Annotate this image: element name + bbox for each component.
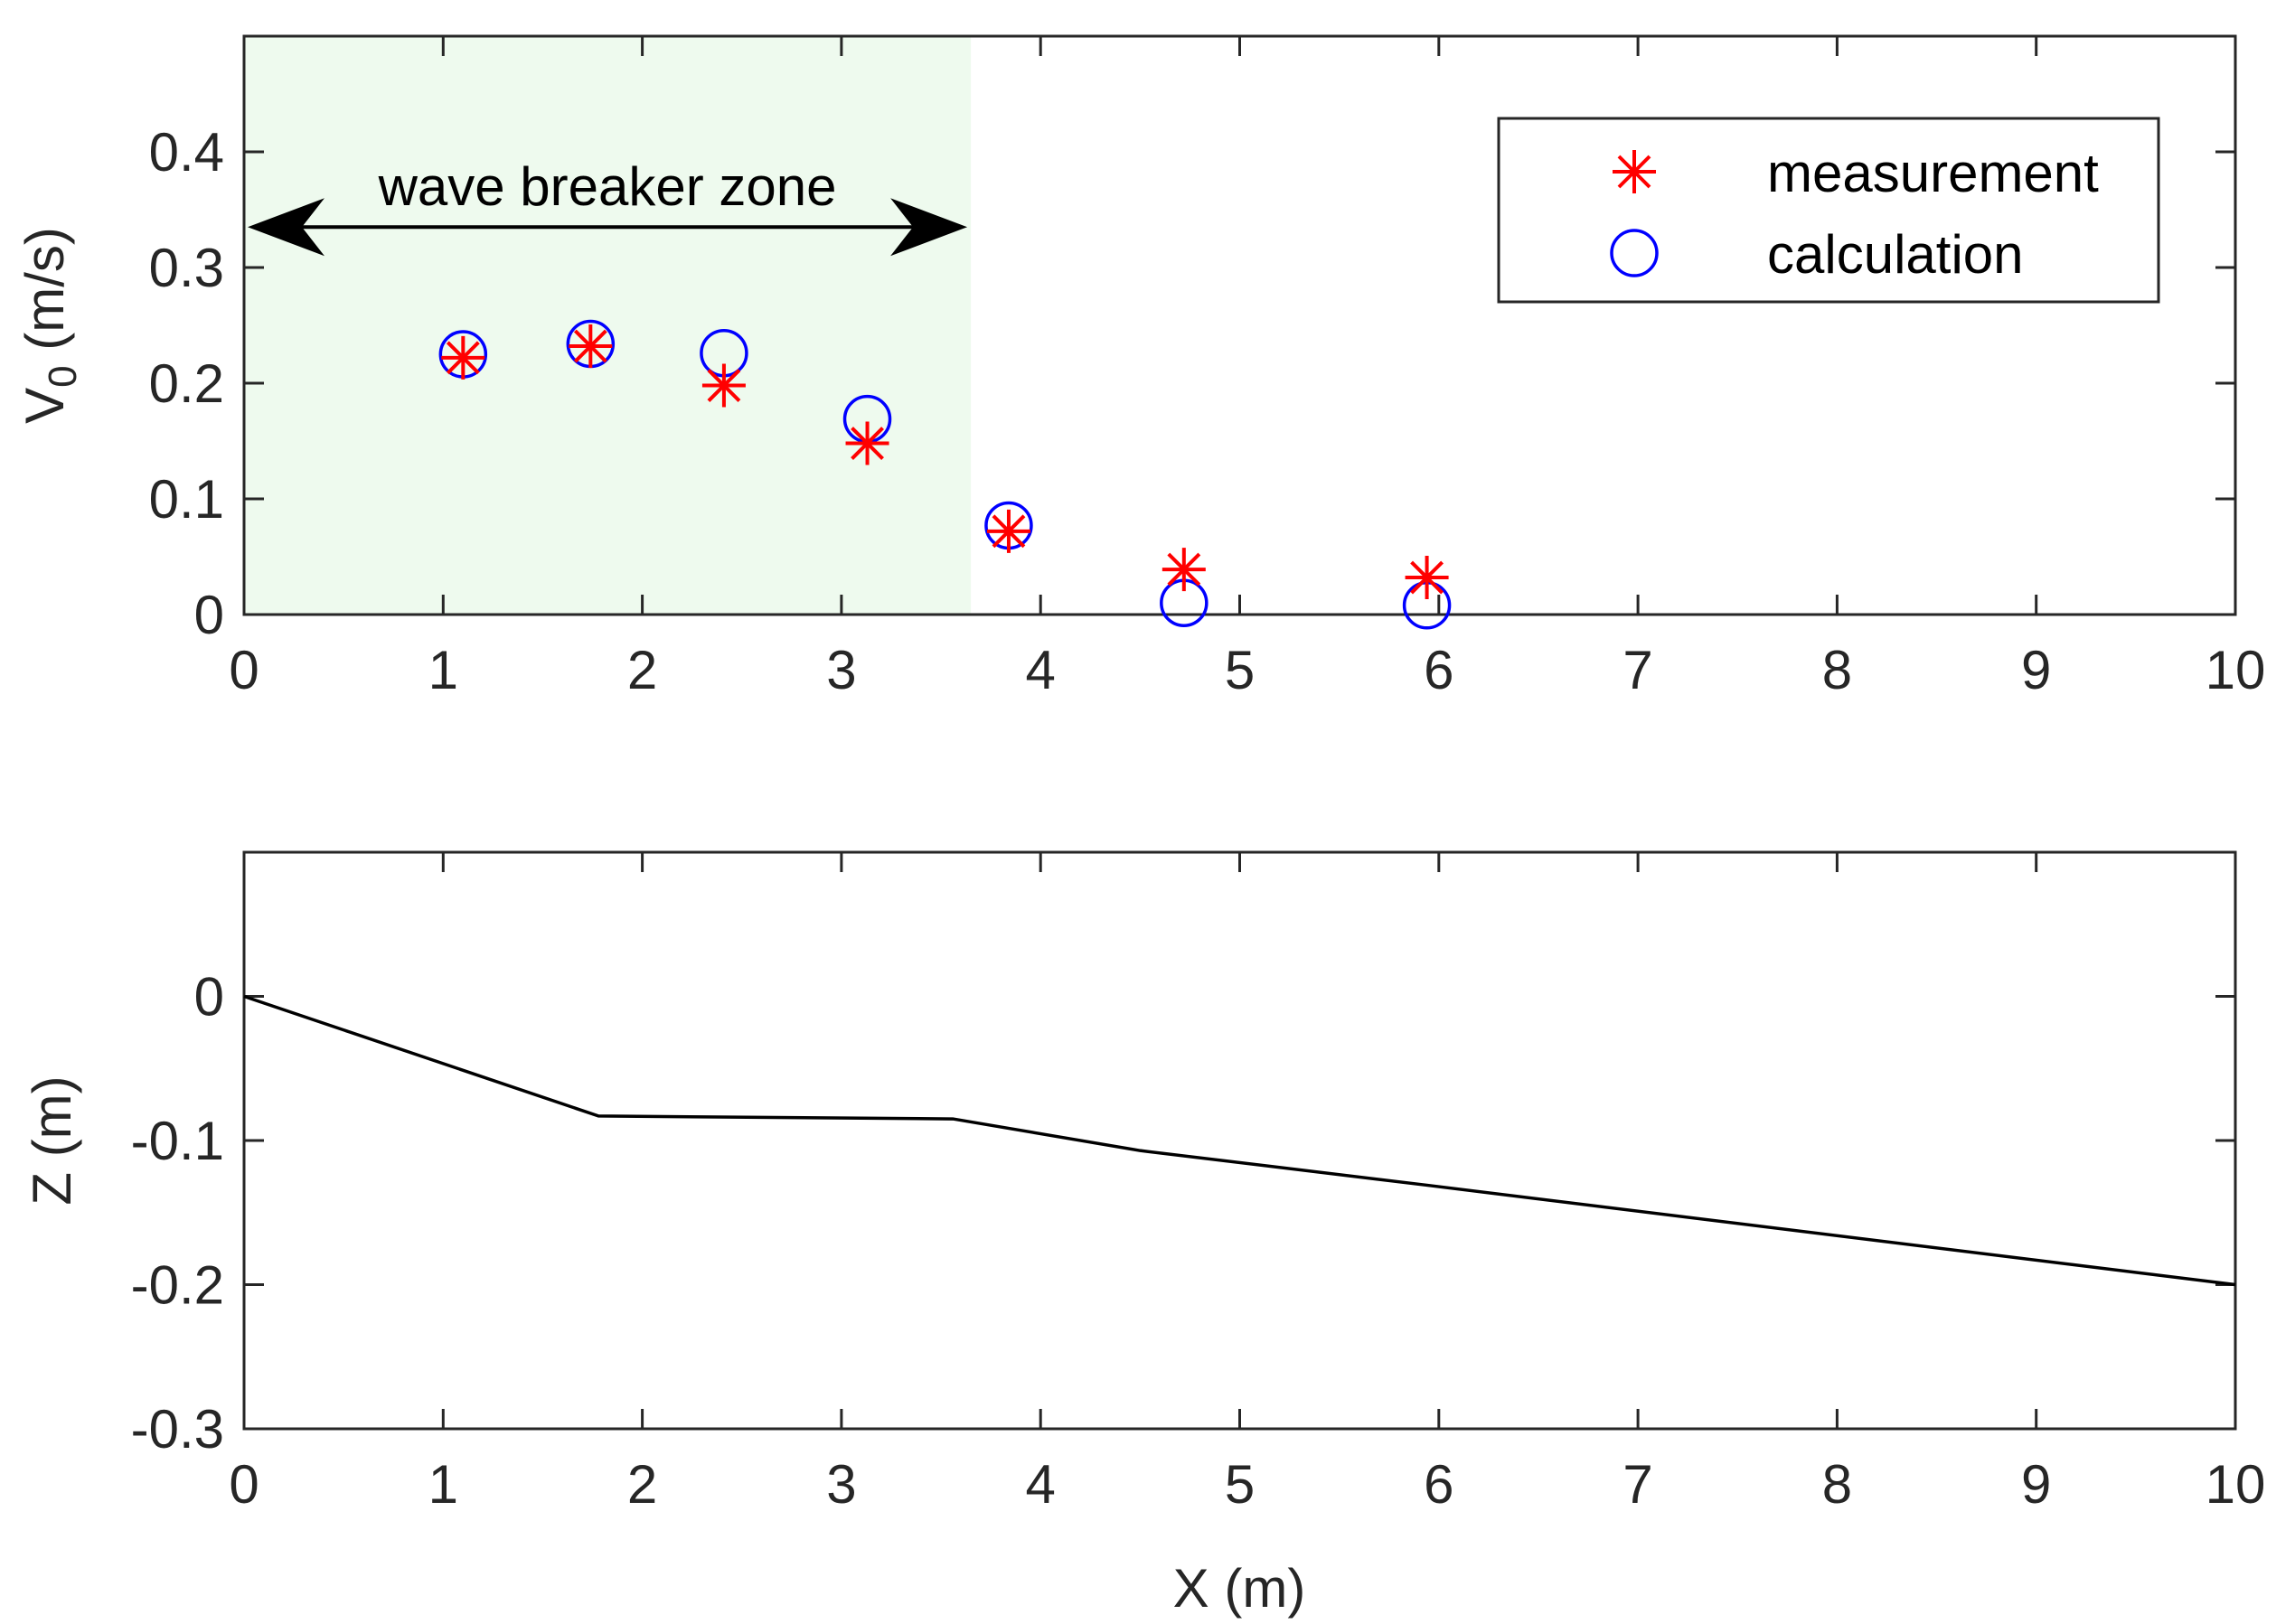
x-tick-label: 3 xyxy=(826,640,856,700)
x-tick-label: 8 xyxy=(1822,640,1852,700)
x-tick-label: 7 xyxy=(1622,640,1652,700)
y-tick-label: -0.1 xyxy=(131,1111,224,1171)
top-y-axis-title-subscript: 0 xyxy=(41,365,85,387)
x-tick-label: 4 xyxy=(1026,1454,1056,1515)
wave-breaker-zone-shading xyxy=(244,36,972,615)
legend: measurement calculation xyxy=(1497,117,2160,304)
x-tick-label: 5 xyxy=(1225,640,1255,700)
x-tick-label: 10 xyxy=(2206,640,2266,700)
annotation-arrow-right-head xyxy=(890,198,968,257)
legend-calculation-marker xyxy=(1610,229,1659,277)
y-tick-label: 0 xyxy=(194,967,224,1028)
y-tick-label: 0.1 xyxy=(149,469,224,530)
legend-box xyxy=(1497,117,2160,304)
bed-profile-line xyxy=(243,994,2236,1287)
measurement-point xyxy=(986,509,1030,553)
bottom-x-axis-title: X (m) xyxy=(1173,1558,1306,1619)
x-tick-label: 6 xyxy=(1424,1454,1453,1515)
y-tick-label: 0.4 xyxy=(149,122,224,183)
x-tick-label: 3 xyxy=(826,1454,856,1515)
top-chart: 0 1 2 3 4 5 6 7 8 9 10 00.10.20.30.4 V0 (m/s) wave… xyxy=(14,34,2265,700)
wave-breaker-zone-annotation: wave breaker zone xyxy=(248,156,968,257)
x-tick-label: 5 xyxy=(1225,1454,1255,1515)
y-tick-label: 0.2 xyxy=(149,353,224,414)
legend-measurement-marker xyxy=(1613,150,1656,193)
top-x-axis: 0 1 2 3 4 5 6 7 8 9 10 xyxy=(229,36,2265,700)
y-tick-label: -0.2 xyxy=(131,1255,224,1316)
top-y-axis-title-main: V xyxy=(14,388,75,424)
y-tick-label: 0.3 xyxy=(149,238,224,298)
x-tick-label: 2 xyxy=(627,640,657,700)
measurement-point xyxy=(569,324,613,369)
top-y-axis-title: V0 (m/s) xyxy=(14,227,85,424)
x-tick-label: 0 xyxy=(229,1454,259,1515)
measurement-point xyxy=(1162,548,1206,592)
legend-measurement-label: measurement xyxy=(1767,143,2099,203)
measurement-point xyxy=(701,363,746,408)
measurement-point xyxy=(1405,556,1449,600)
annotation-arrow-left-head xyxy=(248,198,324,257)
x-tick-label: 9 xyxy=(2021,640,2051,700)
measurement-point xyxy=(845,421,889,465)
x-tick-label: 1 xyxy=(428,640,458,700)
x-tick-label: 10 xyxy=(2206,1454,2266,1515)
x-tick-label: 6 xyxy=(1424,640,1453,700)
top-y-axis: 0 0.1 0.2 0.3 0.4 xyxy=(149,122,2235,645)
x-tick-label: 8 xyxy=(1822,1454,1852,1515)
y-tick-label: -0.3 xyxy=(131,1399,224,1460)
measurement-series xyxy=(441,324,1449,600)
x-tick-label: 9 xyxy=(2021,1454,2051,1515)
legend-calculation-label: calculation xyxy=(1767,224,2024,285)
x-tick-label: 2 xyxy=(627,1454,657,1515)
x-tick-label: 0 xyxy=(229,640,259,700)
bottom-x-axis: 0 1 2 3 4 5 6 7 8 9 10 xyxy=(229,852,2265,1515)
bottom-y-axis: -0.3 -0.2 -0.1 0 xyxy=(131,967,2235,1460)
annotation-label: wave breaker zone xyxy=(378,156,837,217)
x-tick-label: 4 xyxy=(1026,640,1056,700)
x-tick-label: 7 xyxy=(1622,1454,1652,1515)
bottom-y-axis-title: Z (m) xyxy=(22,1075,82,1205)
top-y-axis-title-unit: (m/s) xyxy=(14,227,75,351)
y-tick-label: 0 xyxy=(194,585,224,645)
measurement-point xyxy=(441,335,485,380)
x-tick-label: 1 xyxy=(428,1454,458,1515)
bottom-chart: 0 1 2 3 4 5 6 7 8 9 10 -0.3 -0.2 -0.1 0 X (m) Z (m) xyxy=(22,850,2265,1619)
top-y-axis-title-spacer xyxy=(14,351,75,366)
